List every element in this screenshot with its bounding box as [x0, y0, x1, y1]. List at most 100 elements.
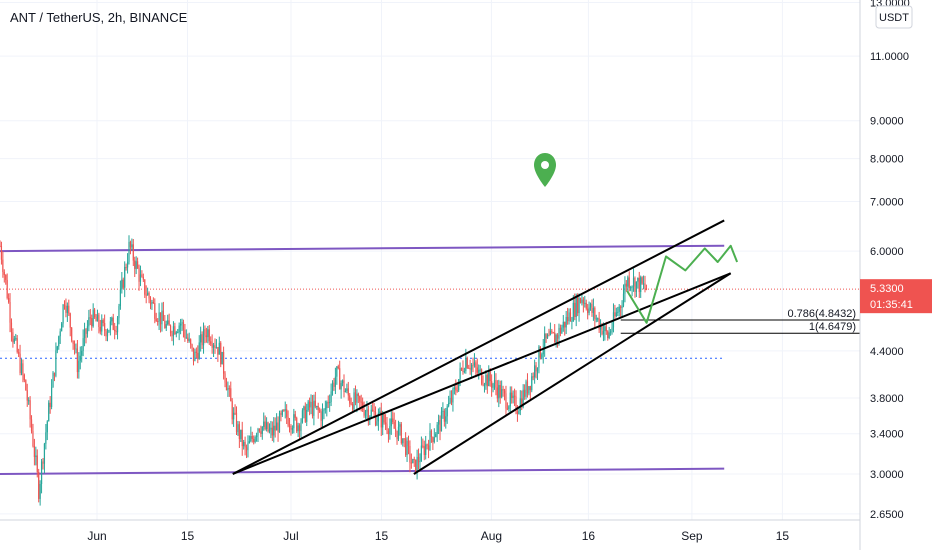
candle-body — [155, 318, 157, 322]
candle-body — [344, 390, 347, 393]
candle-body — [79, 355, 81, 361]
candle-body — [395, 428, 397, 431]
candle-body — [591, 303, 593, 313]
candle-body — [237, 424, 239, 433]
candle-body — [177, 332, 179, 334]
candle-body — [506, 408, 508, 410]
candle-body — [238, 424, 240, 439]
candle-body — [585, 302, 587, 309]
candle-body — [109, 321, 111, 331]
candle-body — [625, 283, 627, 287]
candle-body — [111, 317, 113, 322]
candle-body — [346, 388, 348, 391]
candle-body — [498, 385, 500, 399]
candle-body — [3, 272, 5, 275]
candle-body — [499, 385, 501, 398]
candle-body — [343, 380, 345, 393]
candle-body — [429, 430, 431, 451]
candle-body — [611, 327, 613, 332]
candle-body — [571, 321, 573, 323]
candle-body — [101, 320, 103, 332]
candle-body — [390, 418, 392, 427]
candle-body — [352, 404, 354, 410]
candle-body — [85, 328, 87, 334]
candle-body — [306, 409, 308, 422]
candle-body — [38, 472, 40, 499]
candle-body — [303, 406, 305, 411]
candle-body — [180, 323, 182, 326]
candle-body — [23, 374, 25, 381]
candle-body — [412, 459, 414, 464]
candle-body — [387, 430, 390, 435]
candle-body — [284, 409, 286, 411]
candle-body — [331, 382, 334, 392]
candle-body — [415, 459, 417, 473]
trend-line — [232, 219, 725, 475]
candle-body — [627, 277, 629, 287]
candle-body — [95, 316, 97, 322]
candle-body — [450, 397, 453, 403]
candle-body — [397, 426, 400, 440]
candle-body — [463, 371, 465, 373]
y-tick-label: 13.0000 — [870, 0, 910, 9]
candle-body — [201, 334, 203, 346]
candle-body — [78, 360, 80, 373]
candle-body — [128, 241, 130, 262]
candle-body — [579, 298, 582, 303]
unit-badge-label: USDT — [879, 12, 909, 24]
candle-body — [35, 455, 37, 457]
candle-body — [19, 353, 21, 373]
candle-body — [12, 332, 14, 343]
candle-body — [511, 392, 513, 399]
candle-body — [462, 368, 464, 373]
candle-body — [188, 339, 190, 341]
candle-body — [340, 383, 342, 390]
candle-body — [99, 326, 101, 332]
candle-body — [359, 396, 361, 402]
drawings[interactable]: 0.786(4.8432)1(4.6479) — [232, 219, 860, 475]
candle-body — [363, 409, 365, 416]
candle-body — [449, 397, 451, 403]
candle-body — [71, 327, 73, 341]
candle-body — [483, 384, 486, 386]
y-tick-label: 11.0000 — [870, 51, 909, 63]
candle-body — [59, 331, 61, 337]
candle-body — [270, 427, 272, 430]
candle-body — [223, 351, 225, 374]
candle-body — [171, 333, 173, 337]
candle-body — [254, 436, 256, 442]
candle-body — [135, 261, 137, 269]
candle-body — [251, 436, 253, 439]
candle-body — [419, 461, 421, 463]
candle-body — [86, 326, 89, 334]
candle-body — [435, 434, 437, 438]
candle-body — [392, 418, 394, 422]
y-tick-label: 8.0000 — [870, 154, 904, 166]
candle-body — [51, 387, 53, 407]
candle-body — [104, 323, 106, 331]
candle-body — [172, 326, 175, 337]
candle-body — [519, 398, 521, 411]
candle-body — [372, 409, 374, 411]
candle-body — [634, 277, 636, 292]
candle-body — [278, 413, 281, 433]
candle-body — [374, 412, 377, 425]
candle-body — [81, 350, 83, 356]
candle-body — [25, 380, 27, 391]
candle-body — [513, 395, 516, 397]
candle-body — [413, 459, 415, 461]
candle-body — [319, 410, 321, 412]
candle-body — [42, 461, 44, 464]
candle-body — [224, 373, 226, 383]
candle-body — [442, 410, 444, 412]
candle-body — [0, 245, 3, 260]
candle-body — [407, 440, 410, 447]
candle-body — [165, 324, 167, 329]
trend-line — [232, 272, 732, 475]
candle-body — [268, 429, 271, 432]
candle-body — [194, 351, 196, 362]
candle-body — [63, 304, 66, 306]
candle-body — [323, 409, 325, 411]
